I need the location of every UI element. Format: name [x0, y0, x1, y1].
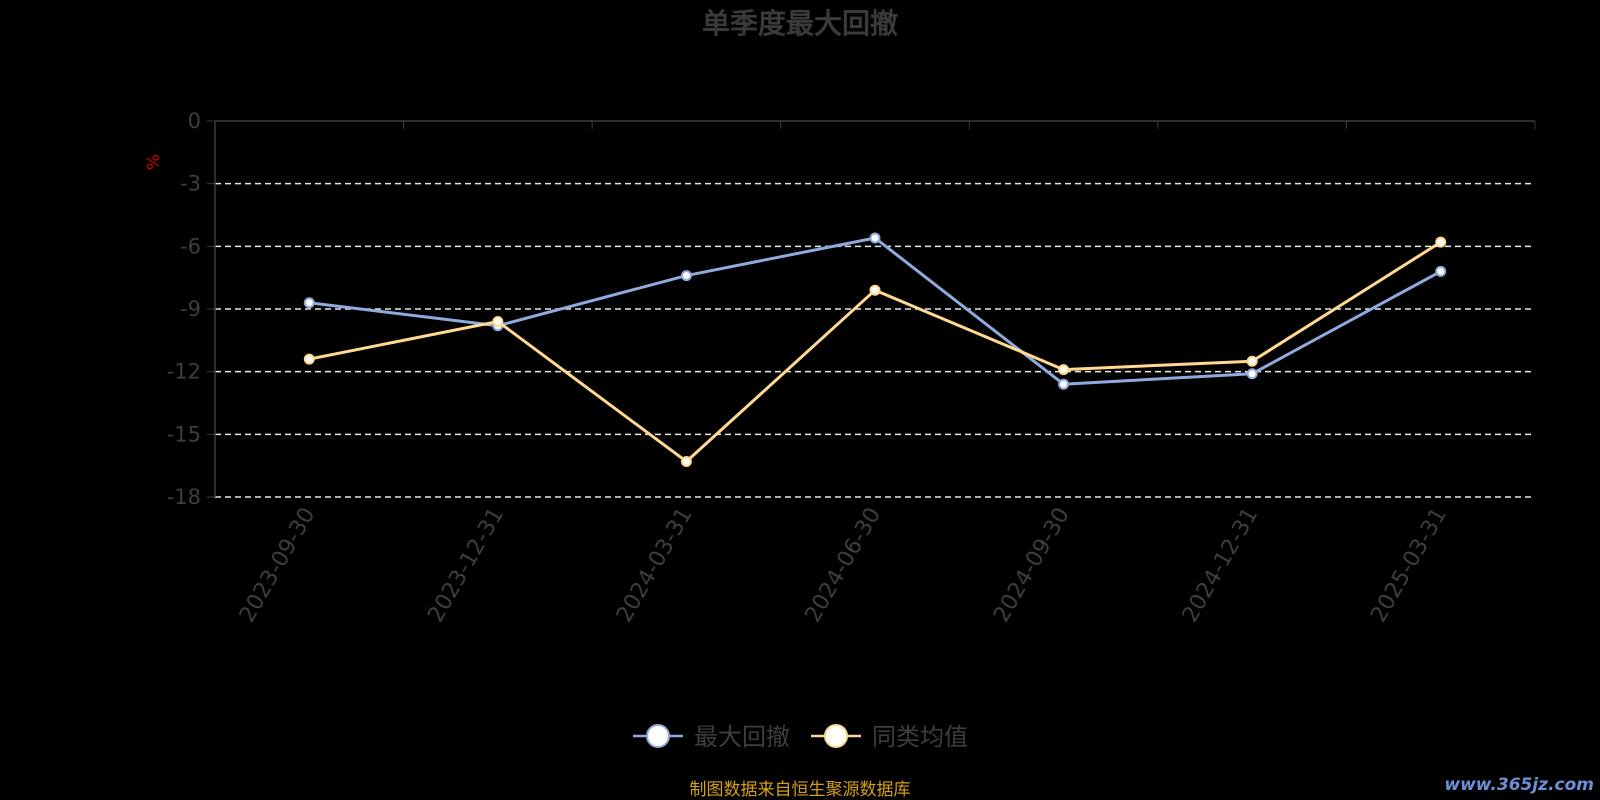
- series-line-2: [308, 240, 1442, 463]
- x-tick-label: 2024-03-31: [612, 504, 698, 627]
- legend-marker: [824, 724, 848, 748]
- legend-label: 最大回撤: [694, 723, 790, 751]
- y-tick-label: -18: [167, 485, 201, 509]
- y-tick-label: 0: [188, 109, 201, 133]
- series-line-1: [309, 236, 1442, 386]
- data-point-2[interactable]: [869, 284, 881, 296]
- x-tick-label: 2024-06-30: [801, 504, 887, 627]
- data-point-1[interactable]: [1058, 378, 1070, 390]
- data-point-2[interactable]: [303, 353, 315, 365]
- series-lines: [303, 232, 1447, 467]
- legend[interactable]: 最大回撤 同类均值: [633, 723, 968, 751]
- data-point-2[interactable]: [680, 455, 692, 467]
- legend-label: 同类均值: [872, 723, 968, 751]
- data-point-1[interactable]: [1435, 265, 1447, 277]
- x-tick-label: 2025-03-31: [1366, 504, 1452, 627]
- data-point-1[interactable]: [680, 270, 692, 282]
- y-tick-label: -3: [180, 172, 201, 196]
- axes: 0 -3 -6 -9 -12 -15 -18 2023-09-30 2023-12-31 2024…: [167, 109, 1536, 627]
- data-point-2[interactable]: [1435, 236, 1447, 248]
- data-point-2[interactable]: [492, 316, 504, 328]
- x-tick-label: 2023-12-31: [423, 504, 509, 627]
- x-tick-label: 2023-09-30: [235, 504, 321, 627]
- site-watermark: www.365jz.com: [1444, 775, 1594, 795]
- data-point-1[interactable]: [303, 297, 315, 309]
- data-point-1[interactable]: [1246, 368, 1258, 380]
- data-point-2[interactable]: [1058, 364, 1070, 376]
- y-tick-label: -9: [180, 297, 201, 321]
- x-tick-label: 2024-09-30: [989, 504, 1075, 627]
- y-tick-label: -15: [167, 422, 201, 446]
- y-tick-label: -12: [167, 360, 201, 384]
- grid-lines: [215, 182, 1535, 498]
- data-point-2[interactable]: [1246, 355, 1258, 367]
- legend-item-2[interactable]: 同类均值: [811, 723, 968, 751]
- data-source-note: 制图数据来自恒生聚源数据库: [690, 780, 911, 800]
- data-point-1[interactable]: [869, 232, 881, 244]
- legend-marker: [646, 724, 670, 748]
- legend-item-1[interactable]: 最大回撤: [633, 723, 790, 751]
- y-tick-label: -6: [180, 234, 201, 258]
- x-tick-label: 2024-12-31: [1178, 504, 1264, 627]
- y-axis-unit: %: [144, 154, 164, 170]
- chart-title: 单季度最大回撤: [702, 7, 898, 40]
